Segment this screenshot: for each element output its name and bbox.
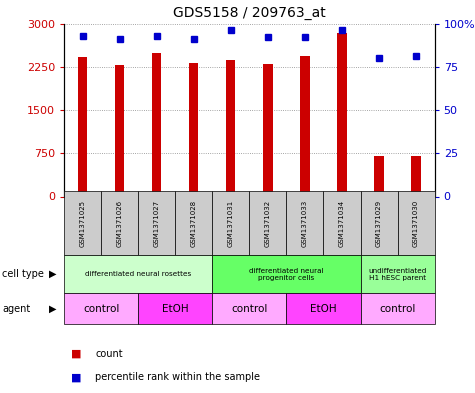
Text: ▶: ▶ [49, 303, 57, 314]
Text: GSM1371031: GSM1371031 [228, 199, 234, 247]
Text: ▶: ▶ [49, 269, 57, 279]
Bar [374, 156, 384, 196]
Bar [411, 156, 421, 196]
Text: control: control [231, 303, 267, 314]
Text: agent: agent [2, 303, 30, 314]
Text: percentile rank within the sample: percentile rank within the sample [95, 372, 260, 382]
Text: GSM1371030: GSM1371030 [413, 199, 419, 247]
Bar [115, 65, 124, 196]
Text: GSM1371028: GSM1371028 [191, 200, 197, 246]
Bar [300, 57, 310, 196]
Text: GSM1371027: GSM1371027 [154, 200, 160, 246]
Bar [263, 64, 273, 196]
Text: ■: ■ [71, 349, 82, 359]
Text: GSM1371029: GSM1371029 [376, 200, 382, 246]
Text: GSM1371025: GSM1371025 [80, 200, 86, 246]
Text: GSM1371033: GSM1371033 [302, 199, 308, 247]
Title: GDS5158 / 209763_at: GDS5158 / 209763_at [173, 6, 326, 20]
Bar [337, 33, 347, 196]
Text: differentiated neural rosettes: differentiated neural rosettes [85, 271, 191, 277]
Text: ■: ■ [71, 372, 82, 382]
Text: GSM1371032: GSM1371032 [265, 200, 271, 246]
Text: EtOH: EtOH [162, 303, 189, 314]
Text: cell type: cell type [2, 269, 44, 279]
Text: control: control [83, 303, 119, 314]
Text: EtOH: EtOH [310, 303, 337, 314]
Text: control: control [380, 303, 416, 314]
Bar [189, 63, 199, 196]
Bar [78, 57, 87, 196]
Text: count: count [95, 349, 123, 359]
Text: differentiated neural
progenitor cells: differentiated neural progenitor cells [249, 268, 323, 281]
Text: undifferentiated
H1 hESC parent: undifferentiated H1 hESC parent [369, 268, 427, 281]
Text: GSM1371034: GSM1371034 [339, 200, 345, 246]
Text: GSM1371026: GSM1371026 [117, 200, 123, 246]
Bar [152, 53, 162, 196]
Bar [226, 61, 236, 196]
